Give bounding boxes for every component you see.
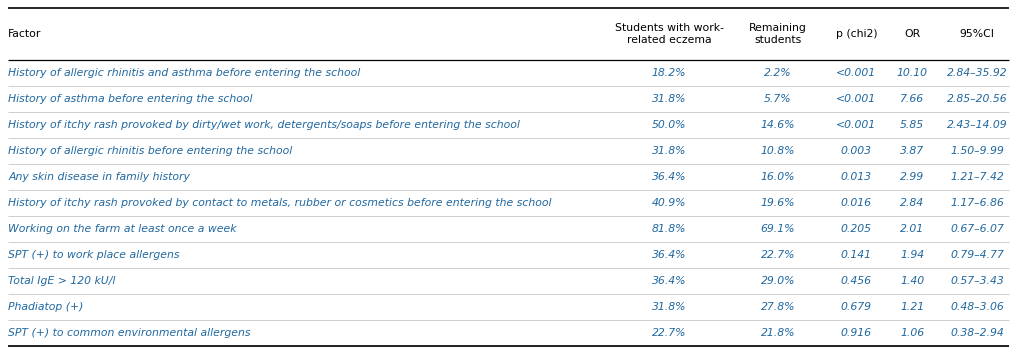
Text: 0.57–3.43: 0.57–3.43 <box>951 276 1004 286</box>
Text: 2.43–14.09: 2.43–14.09 <box>947 120 1008 130</box>
Text: <0.001: <0.001 <box>836 94 877 104</box>
Text: Working on the farm at least once a week: Working on the farm at least once a week <box>8 224 237 234</box>
Text: History of allergic rhinitis before entering the school: History of allergic rhinitis before ente… <box>8 146 292 156</box>
Text: 7.66: 7.66 <box>900 94 924 104</box>
Text: 1.06: 1.06 <box>900 328 924 338</box>
Text: 1.17–6.86: 1.17–6.86 <box>951 198 1004 208</box>
Text: 31.8%: 31.8% <box>652 146 686 156</box>
Text: 0.679: 0.679 <box>841 302 872 312</box>
Text: 2.85–20.56: 2.85–20.56 <box>947 94 1008 104</box>
Text: 1.40: 1.40 <box>900 276 924 286</box>
Text: 21.8%: 21.8% <box>761 328 795 338</box>
Text: 69.1%: 69.1% <box>761 224 795 234</box>
Text: Total IgE > 120 kU/l: Total IgE > 120 kU/l <box>8 276 116 286</box>
Text: 31.8%: 31.8% <box>652 302 686 312</box>
Text: 18.2%: 18.2% <box>652 68 686 78</box>
Text: 0.205: 0.205 <box>841 224 872 234</box>
Text: 0.003: 0.003 <box>841 146 872 156</box>
Text: <0.001: <0.001 <box>836 120 877 130</box>
Text: 2.2%: 2.2% <box>764 68 792 78</box>
Text: 0.48–3.06: 0.48–3.06 <box>951 302 1004 312</box>
Text: 19.6%: 19.6% <box>761 198 795 208</box>
Text: 0.013: 0.013 <box>841 172 872 182</box>
Text: 10.10: 10.10 <box>897 68 928 78</box>
Text: 22.7%: 22.7% <box>652 328 686 338</box>
Text: 0.79–4.77: 0.79–4.77 <box>951 250 1004 260</box>
Text: 31.8%: 31.8% <box>652 94 686 104</box>
Text: 2.84–35.92: 2.84–35.92 <box>947 68 1008 78</box>
Text: 2.01: 2.01 <box>900 224 924 234</box>
Text: 22.7%: 22.7% <box>761 250 795 260</box>
Text: 1.94: 1.94 <box>900 250 924 260</box>
Text: 14.6%: 14.6% <box>761 120 795 130</box>
Text: Any skin disease in family history: Any skin disease in family history <box>8 172 190 182</box>
Text: 10.8%: 10.8% <box>761 146 795 156</box>
Text: 0.141: 0.141 <box>841 250 872 260</box>
Text: OR: OR <box>904 29 920 39</box>
Text: History of itchy rash provoked by contact to metals, rubber or cosmetics before : History of itchy rash provoked by contac… <box>8 198 551 208</box>
Text: 27.8%: 27.8% <box>761 302 795 312</box>
Text: Factor: Factor <box>8 29 42 39</box>
Text: Remaining
students: Remaining students <box>750 23 806 45</box>
Text: 1.21–7.42: 1.21–7.42 <box>951 172 1004 182</box>
Text: 2.84: 2.84 <box>900 198 924 208</box>
Text: 1.50–9.99: 1.50–9.99 <box>951 146 1004 156</box>
Text: <0.001: <0.001 <box>836 68 877 78</box>
Text: p (chi2): p (chi2) <box>836 29 877 39</box>
Text: History of asthma before entering the school: History of asthma before entering the sc… <box>8 94 252 104</box>
Text: 0.456: 0.456 <box>841 276 872 286</box>
Text: 0.38–2.94: 0.38–2.94 <box>951 328 1004 338</box>
Text: 95%CI: 95%CI <box>960 29 995 39</box>
Text: 1.21: 1.21 <box>900 302 924 312</box>
Text: 40.9%: 40.9% <box>652 198 686 208</box>
Text: History of itchy rash provoked by dirty/wet work, detergents/soaps before enteri: History of itchy rash provoked by dirty/… <box>8 120 520 130</box>
Text: SPT (+) to common environmental allergens: SPT (+) to common environmental allergen… <box>8 328 250 338</box>
Text: 3.87: 3.87 <box>900 146 924 156</box>
Text: 5.7%: 5.7% <box>764 94 792 104</box>
Text: Students with work-
related eczema: Students with work- related eczema <box>614 23 724 45</box>
Text: 36.4%: 36.4% <box>652 172 686 182</box>
Text: SPT (+) to work place allergens: SPT (+) to work place allergens <box>8 250 180 260</box>
Text: 0.67–6.07: 0.67–6.07 <box>951 224 1004 234</box>
Text: 0.916: 0.916 <box>841 328 872 338</box>
Text: 29.0%: 29.0% <box>761 276 795 286</box>
Text: 5.85: 5.85 <box>900 120 924 130</box>
Text: 50.0%: 50.0% <box>652 120 686 130</box>
Text: History of allergic rhinitis and asthma before entering the school: History of allergic rhinitis and asthma … <box>8 68 360 78</box>
Text: Phadiatop (+): Phadiatop (+) <box>8 302 83 312</box>
Text: 2.99: 2.99 <box>900 172 924 182</box>
Text: 81.8%: 81.8% <box>652 224 686 234</box>
Text: 16.0%: 16.0% <box>761 172 795 182</box>
Text: 0.016: 0.016 <box>841 198 872 208</box>
Text: 36.4%: 36.4% <box>652 276 686 286</box>
Text: 36.4%: 36.4% <box>652 250 686 260</box>
